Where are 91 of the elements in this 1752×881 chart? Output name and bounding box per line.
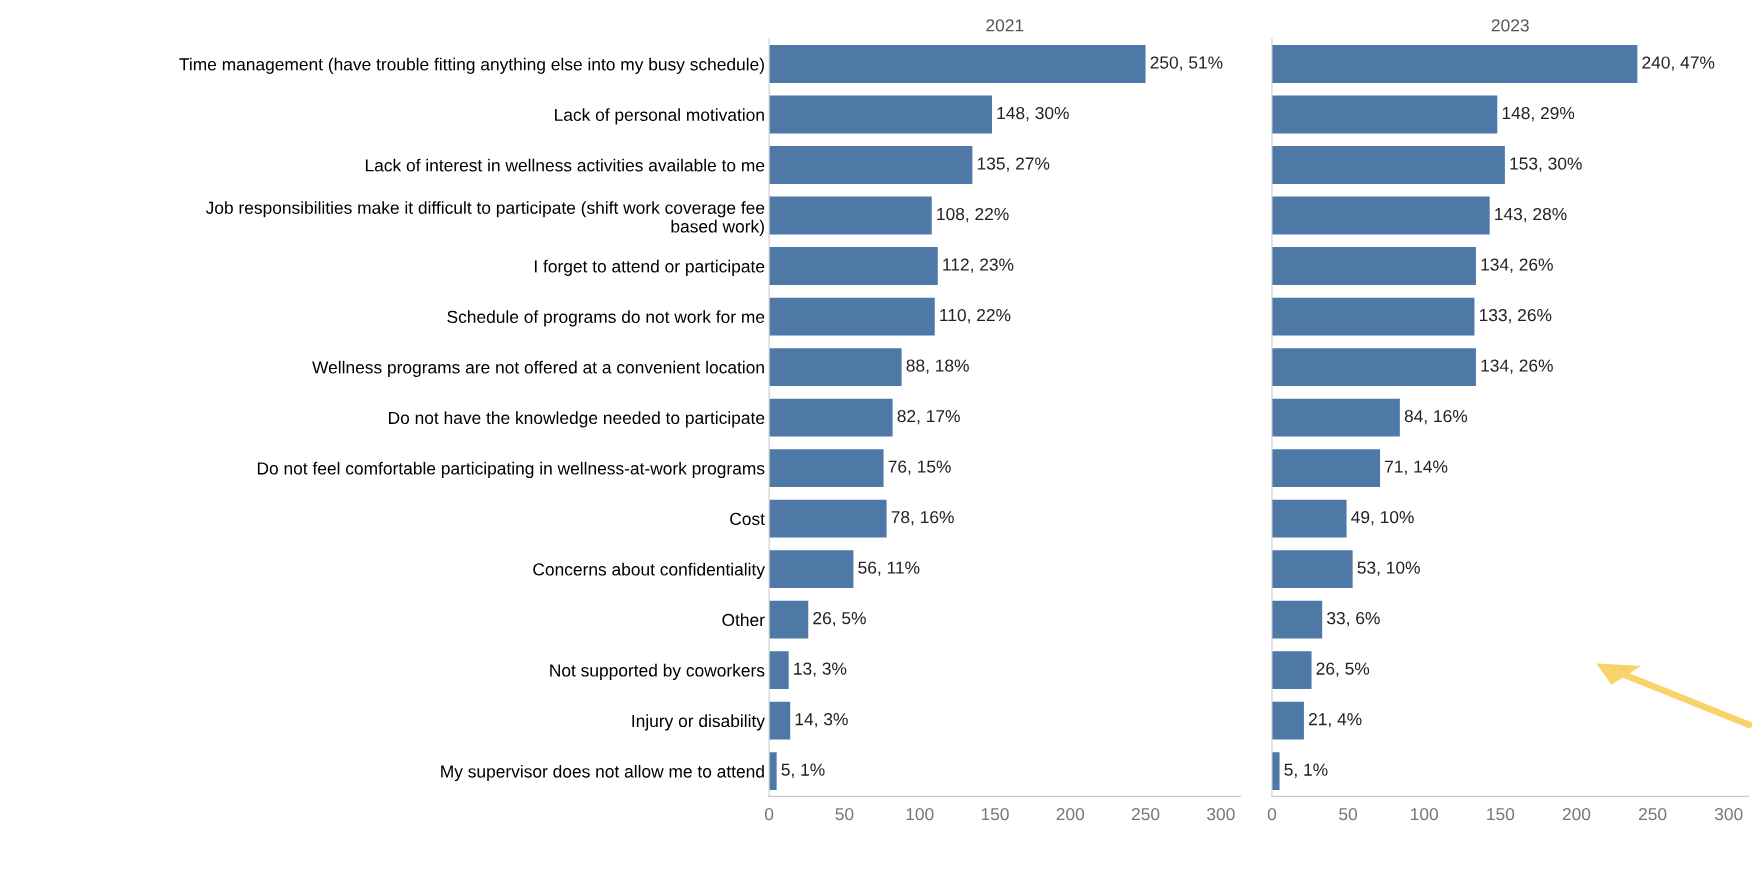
data-label: 148, 30% xyxy=(997,106,1069,122)
chart-title: 2023 xyxy=(1491,19,1529,32)
bar xyxy=(1271,499,1347,538)
bar xyxy=(1271,45,1638,83)
data-label: 148, 29% xyxy=(1502,106,1575,122)
y-tick-label: Do not have the knowledge needed to participate xyxy=(389,411,765,428)
y-tick-label: Schedule of programs do not work for me xyxy=(447,310,765,327)
y-tick-label: Time management (have trouble fitting anything else into my busy schedule) xyxy=(179,57,764,74)
data-label: 13, 3% xyxy=(794,662,847,677)
bar xyxy=(1271,297,1475,336)
data-label: 26, 5% xyxy=(1316,662,1370,677)
bar xyxy=(1271,550,1353,589)
y-tick-label: Cost xyxy=(730,512,765,526)
data-label: 112, 23% xyxy=(943,258,1014,273)
y-tick-label: Injury or disability xyxy=(632,714,765,731)
x-tick-label: 250 xyxy=(1131,807,1160,821)
bar xyxy=(769,752,777,791)
x-tick-label: 50 xyxy=(835,807,854,821)
y-tick-label: I forget to attend or participate xyxy=(534,259,765,276)
bar xyxy=(769,398,893,437)
bar xyxy=(1271,449,1381,488)
bar xyxy=(769,449,884,488)
y-tick-label: Lack of interest in wellness activities available to me xyxy=(365,158,765,172)
data-label: 135, 27% xyxy=(977,157,1050,172)
y-tick-label: Other xyxy=(722,613,765,627)
data-label: 21, 4% xyxy=(1308,713,1362,728)
bar xyxy=(1271,247,1476,285)
bar xyxy=(1271,752,1280,791)
bar xyxy=(1271,651,1312,690)
x-tick-label: 300 xyxy=(1207,807,1235,821)
data-label: 108, 22% xyxy=(937,207,1009,223)
data-label: 33, 6% xyxy=(1327,612,1380,627)
y-tick-label: Job responsibilities make it difficult to participate (shift work coverage fee based work) xyxy=(205,201,765,237)
bar xyxy=(769,550,854,589)
data-label: 53, 10% xyxy=(1357,561,1420,576)
data-label: 49, 10% xyxy=(1351,510,1414,526)
bar xyxy=(769,701,791,740)
data-label: 5, 1% xyxy=(781,763,825,778)
y-tick-label: Do not feel comfortable participating in wellness-at-work programs xyxy=(257,461,765,478)
data-label: 82, 17% xyxy=(897,409,960,425)
data-label: 153, 30% xyxy=(1510,157,1582,172)
y-tick-label: Wellness programs are not offered at a convenient location xyxy=(312,360,764,377)
data-label: 5, 1% xyxy=(1284,763,1328,778)
data-label: 84, 16% xyxy=(1404,409,1468,425)
x-tick-label: 300 xyxy=(1714,807,1743,821)
bar xyxy=(769,651,789,690)
y-tick-label: Concerns about confidentiality xyxy=(533,562,765,580)
data-label: 14, 3% xyxy=(795,713,848,728)
chart-title: 2021 xyxy=(986,19,1024,32)
bar xyxy=(769,247,938,285)
x-tick-label: 100 xyxy=(1411,807,1439,821)
data-label: 56, 11% xyxy=(858,561,920,576)
bar xyxy=(769,600,809,639)
x-tick-label: 100 xyxy=(906,807,934,821)
data-label: 88, 18% xyxy=(906,359,969,374)
bar xyxy=(1271,701,1304,740)
data-label: 134, 26% xyxy=(1481,359,1553,374)
x-tick-label: 150 xyxy=(1487,807,1515,821)
y-tick-label: My supervisor does not allow me to attend xyxy=(441,764,764,782)
bar xyxy=(1271,146,1505,184)
bar xyxy=(769,95,992,134)
data-label: 76, 15% xyxy=(888,460,951,475)
bar xyxy=(769,146,973,184)
bar xyxy=(1271,348,1476,387)
bar xyxy=(769,196,932,235)
x-tick-label: 250 xyxy=(1638,807,1667,821)
bar xyxy=(769,499,887,538)
data-label: 78, 16% xyxy=(891,510,954,526)
x-tick-label: 0 xyxy=(1267,807,1277,821)
bar xyxy=(1271,196,1490,235)
data-label: 134, 26% xyxy=(1481,258,1553,273)
y-tick-label: Lack of personal motivation xyxy=(555,108,764,125)
data-label: 250, 51% xyxy=(1150,56,1223,71)
data-label: 133, 26% xyxy=(1479,308,1552,324)
data-label: 240, 47% xyxy=(1642,56,1715,71)
bar xyxy=(769,348,902,387)
x-tick-label: 50 xyxy=(1339,807,1358,821)
x-tick-label: 200 xyxy=(1562,807,1591,821)
y-tick-label: Not supported by coworkers xyxy=(550,663,765,681)
bar xyxy=(769,297,935,336)
data-label: 143, 28% xyxy=(1495,207,1567,223)
x-tick-label: 150 xyxy=(981,807,1009,821)
data-label: 110, 22% xyxy=(940,308,1011,324)
bar xyxy=(1271,95,1498,134)
x-tick-label: 0 xyxy=(764,807,774,821)
data-label: 71, 14% xyxy=(1385,460,1448,475)
bar xyxy=(1271,398,1400,437)
x-tick-label: 200 xyxy=(1056,807,1085,821)
bar xyxy=(769,45,1146,83)
bar xyxy=(1271,600,1323,639)
data-label: 26, 5% xyxy=(813,612,866,627)
